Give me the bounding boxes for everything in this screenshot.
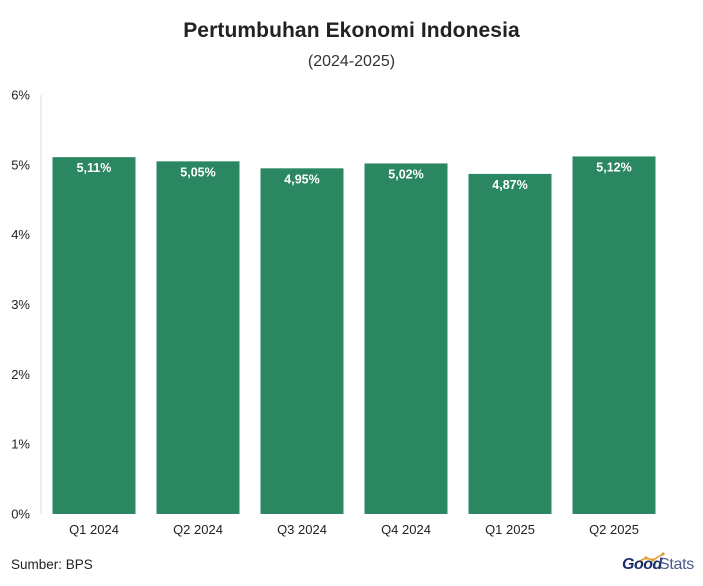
bar — [468, 173, 552, 514]
x-tick-label: Q2 2025 — [589, 522, 639, 537]
y-tick-label: 3% — [11, 297, 30, 312]
logo-chart-icon — [637, 552, 665, 563]
bar-data-label: 5,02% — [388, 167, 423, 181]
x-tick-label: Q3 2024 — [277, 522, 327, 537]
x-tick-label: Q1 2024 — [69, 522, 119, 537]
y-tick-label: 6% — [11, 88, 30, 103]
bar-data-label: 4,87% — [492, 178, 527, 192]
x-tick-label: Q1 2025 — [485, 522, 535, 537]
y-tick-label: 2% — [11, 367, 30, 382]
bar-data-label: 4,95% — [284, 172, 319, 186]
bar — [260, 168, 344, 514]
bar-data-label: 5,05% — [180, 165, 215, 179]
bar — [572, 156, 656, 514]
y-tick-label: 5% — [11, 157, 30, 172]
x-tick-label: Q2 2024 — [173, 522, 223, 537]
chart-title: Pertumbuhan Ekonomi Indonesia — [183, 19, 520, 42]
bar-data-label: 5,11% — [77, 161, 112, 175]
y-tick-label: 0% — [11, 507, 30, 522]
logo-text-good: Good — [622, 556, 662, 573]
bar — [156, 161, 240, 514]
bar — [364, 163, 448, 515]
chart-subtitle: (2024-2025) — [307, 53, 396, 70]
x-tick-label: Q4 2024 — [381, 522, 431, 537]
y-tick-label: 1% — [11, 437, 30, 452]
logo-text-stats: Stats — [659, 556, 694, 573]
bar — [52, 157, 136, 514]
source-note: Sumber: BPS — [11, 557, 93, 572]
bar-data-label: 5,12% — [596, 160, 631, 174]
y-tick-label: 4% — [11, 227, 30, 242]
goodstats-logo: Good Stats — [622, 552, 698, 578]
